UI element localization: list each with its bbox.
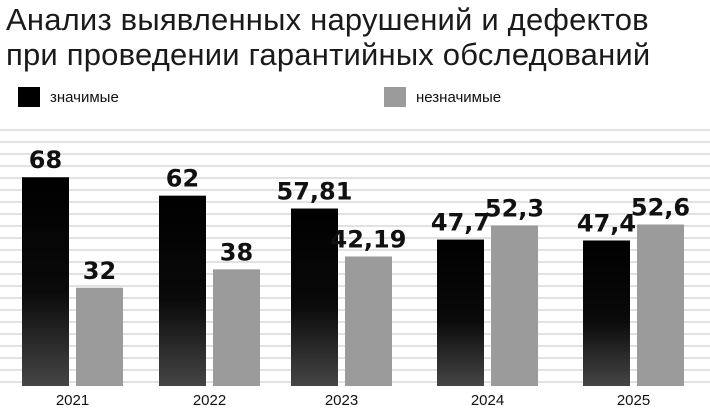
legend-label-insignificant: незначимые <box>416 88 502 106</box>
x-tick-label-2024: 2024 <box>471 392 504 409</box>
bars <box>22 177 684 386</box>
x-tick-label-2021: 2021 <box>56 392 89 409</box>
x-tick-labels: 2021 2022 2023 2024 2025 <box>56 392 650 409</box>
bar-insignificant-2025 <box>637 224 684 386</box>
value-label-significant-2023: 57,81 <box>277 178 353 206</box>
chart-title-line-1: Анализ выявленных нарушений и дефектов <box>6 2 649 37</box>
x-tick-label-2025: 2025 <box>617 392 650 409</box>
legend-swatch-insignificant <box>384 87 406 107</box>
chart-title-line-2: при проведении гарантийных обследований <box>6 37 651 72</box>
value-label-insignificant-2021: 32 <box>83 257 116 285</box>
value-label-significant-2022: 62 <box>166 165 199 193</box>
bar-significant-2023 <box>291 208 338 386</box>
x-tick-label-2023: 2023 <box>325 392 358 409</box>
value-label-insignificant-2024: 52,3 <box>485 194 544 222</box>
value-label-significant-2025: 47,4 <box>577 209 636 237</box>
bar-insignificant-2024 <box>491 225 538 386</box>
bar-insignificant-2021 <box>76 287 123 386</box>
bar-significant-2021 <box>22 177 69 386</box>
bar-significant-2024 <box>437 239 484 386</box>
legend-label-significant: значимые <box>50 88 119 106</box>
value-labels: 68 32 62 38 57,81 42,19 47,752,3 47,452,6 <box>29 146 690 285</box>
legend-item-significant: значимые <box>18 86 119 108</box>
bar-insignificant-2023 <box>345 256 392 386</box>
value-label-insignificant-2023: 42,19 <box>331 225 407 253</box>
value-label-insignificant-2025: 52,6 <box>631 194 690 222</box>
legend-swatch-significant <box>18 87 40 107</box>
value-label-insignificant-2022: 38 <box>220 238 253 266</box>
value-label-significant-2024: 47,7 <box>431 209 490 237</box>
legend-item-insignificant: незначимые <box>384 86 501 108</box>
bar-significant-2025 <box>583 240 630 386</box>
value-label-significant-2021: 68 <box>29 146 62 174</box>
x-tick-label-2022: 2022 <box>193 392 226 409</box>
bar-significant-2022 <box>159 195 206 386</box>
bar-insignificant-2022 <box>213 269 260 386</box>
chart-title: Анализ выявленных нарушений и дефектов п… <box>6 2 706 72</box>
